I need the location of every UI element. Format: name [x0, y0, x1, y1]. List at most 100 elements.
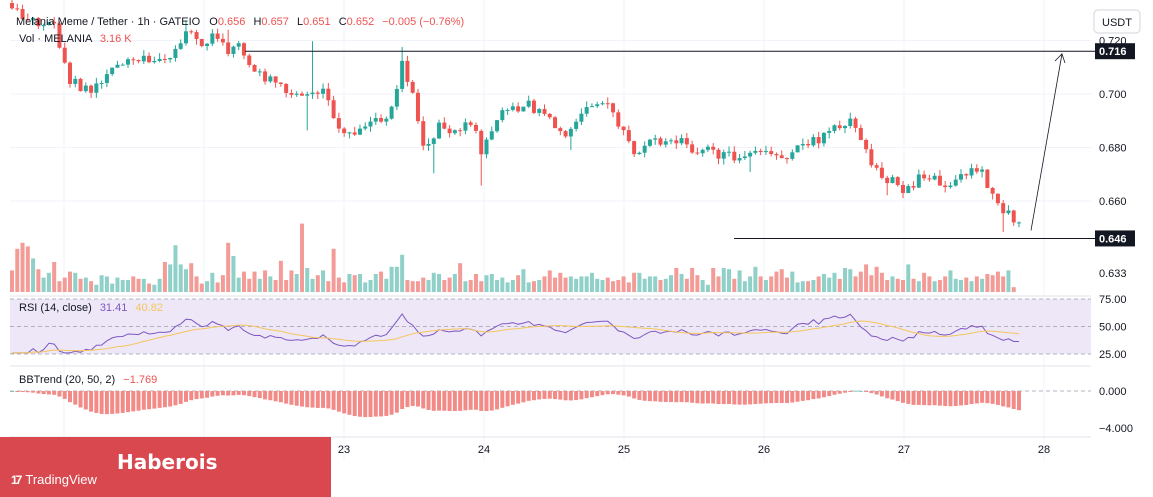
candle-body [357, 128, 362, 135]
arrow-line [1030, 53, 1063, 231]
candle-body [147, 55, 152, 63]
candle [711, 143, 716, 155]
close-value: 0.652 [347, 16, 375, 28]
volume-bar [352, 275, 357, 292]
svg-text:Melania Meme / Tether · 1h · G: Melania Meme / Tether · 1h · GATEIO O0.6… [16, 16, 464, 28]
bbtrend-bar [779, 391, 784, 403]
candle [579, 108, 584, 126]
bbtrend-bar [463, 391, 468, 411]
candle [389, 105, 394, 120]
volume-bar [1001, 276, 1006, 292]
volume-bar [716, 276, 721, 292]
candle [125, 57, 130, 68]
volume-bar [985, 274, 990, 292]
volume-bar [943, 276, 948, 292]
currency-button[interactable]: USDT [1093, 9, 1141, 34]
bbtrend-bar [410, 391, 415, 406]
currency-label: USDT [1102, 17, 1132, 29]
bbtrend-bar [421, 391, 426, 409]
candle-body [284, 83, 289, 93]
bbtrend-bar [653, 391, 658, 402]
candle-body [400, 60, 405, 89]
candle-body [632, 141, 637, 155]
candle [895, 176, 900, 187]
bbtrend-bar [368, 391, 373, 417]
candle [62, 42, 67, 64]
volume-bar [252, 271, 257, 292]
volume-bar [558, 272, 563, 292]
candle-body [352, 132, 357, 135]
time-tick-label: 27 [898, 444, 910, 456]
bbtrend-bar [252, 391, 257, 398]
volume-bar [389, 266, 394, 292]
bbtrend-bar [853, 390, 858, 392]
volume-bar [173, 245, 178, 292]
candle-body [431, 138, 436, 144]
bbtrend-bar [342, 391, 347, 414]
candle-body [848, 118, 853, 126]
bbtrend-bar [489, 391, 494, 411]
candle-body [879, 167, 884, 178]
candle [363, 122, 368, 131]
candle [727, 146, 732, 157]
candle [1006, 205, 1011, 215]
candle [231, 45, 236, 58]
bbtrend-bar [384, 391, 389, 416]
volume-bar [67, 271, 72, 292]
candle-body [215, 33, 220, 39]
volume-bar [974, 276, 979, 292]
candle-body [869, 149, 874, 166]
bbtrend-bar [589, 391, 594, 398]
drawing-tools[interactable] [245, 50, 1099, 239]
symbol-label: Melania Meme / Tether · 1h · GATEIO [16, 16, 201, 28]
bbtrend-bar [263, 391, 268, 400]
volume-bar [347, 274, 352, 292]
candle [790, 149, 795, 161]
candle-body [800, 144, 805, 146]
volume-bar [168, 264, 173, 292]
candle [953, 175, 958, 187]
candle-body [785, 158, 790, 160]
candle [674, 135, 679, 149]
candle-body [405, 60, 410, 82]
volume-bar [589, 272, 594, 292]
bbtrend-bar [99, 391, 104, 414]
candle [257, 68, 262, 77]
bbtrend-bar [705, 391, 710, 404]
candle [737, 153, 742, 164]
high-value: 0.657 [261, 16, 289, 28]
bbtrend-bar [510, 391, 515, 405]
volume-bar [210, 272, 215, 292]
candle [531, 98, 536, 115]
bbtrend-bar [732, 391, 737, 405]
bbtrend-bar [379, 391, 384, 417]
candle-body [827, 130, 832, 133]
volume-bar [848, 269, 853, 292]
candle-body [521, 106, 526, 112]
candle [595, 101, 600, 108]
candle-body [305, 94, 310, 96]
bbtrend-bar [431, 391, 436, 411]
candle-body [162, 58, 167, 60]
volume-bar [363, 282, 368, 292]
volume-bar [843, 268, 848, 292]
candle-body [758, 150, 763, 153]
volume-bar [568, 276, 573, 292]
candle-body [705, 146, 710, 150]
candle-body [495, 120, 500, 132]
candle-body [194, 32, 199, 40]
bbtrend-bar [785, 391, 790, 403]
candle [943, 180, 948, 193]
bbtrend-bar [468, 391, 473, 410]
candle-body [226, 42, 231, 54]
volume-bar [83, 277, 88, 292]
candle [273, 76, 278, 88]
volume-bar [405, 280, 410, 292]
bbtrend-bar [62, 391, 67, 399]
volume-bar [879, 272, 884, 292]
bbtrend-tick-label: 0.000 [1099, 386, 1127, 398]
volume-bar [864, 264, 869, 292]
volume-bar [162, 262, 167, 292]
candle-body [421, 121, 426, 146]
candle-body [621, 126, 626, 131]
